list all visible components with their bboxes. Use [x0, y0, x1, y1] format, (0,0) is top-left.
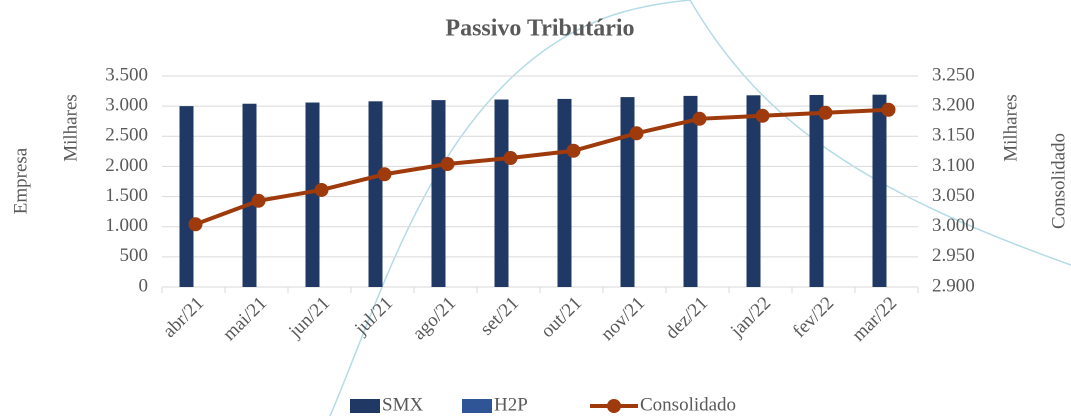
x-tick-label: ago/21	[409, 293, 460, 344]
y-tick-label: 2.000	[105, 155, 148, 176]
legend-swatch	[350, 399, 380, 413]
marker	[818, 105, 833, 120]
x-tick-label: nov/21	[597, 293, 649, 345]
marker	[566, 143, 581, 158]
decor-curve	[329, 0, 691, 416]
bar	[494, 99, 509, 287]
bar	[242, 103, 257, 287]
bar	[620, 97, 635, 287]
legend-marker	[607, 399, 621, 413]
marker	[251, 193, 266, 208]
bar	[368, 101, 383, 287]
bar	[179, 106, 194, 288]
x-tick-label: out/21	[537, 293, 586, 342]
marker	[377, 167, 392, 182]
y-tick-label: 3.500	[105, 64, 148, 85]
y2-tick-label: 3.250	[932, 64, 975, 85]
y2-tick-label: 3.150	[932, 125, 975, 146]
legend-label: H2P	[494, 394, 528, 415]
y-tick-label: 0	[139, 275, 149, 296]
y2-tick-label: 3.050	[932, 185, 975, 206]
marker	[188, 217, 203, 232]
y2-tick-label: 2.950	[932, 245, 975, 266]
bar	[809, 94, 824, 288]
marker	[755, 108, 770, 123]
bar	[746, 95, 761, 287]
y-axis-title: Empresa	[10, 147, 31, 214]
marker	[881, 102, 896, 117]
y-tick-label: 1.500	[105, 185, 148, 206]
line	[194, 107, 889, 227]
legend-label: SMX	[382, 394, 423, 415]
x-tick-label: jul/21	[350, 293, 397, 340]
x-tick-label: mai/21	[219, 293, 271, 345]
bar	[683, 95, 698, 287]
legend-swatch	[462, 399, 492, 413]
y2-tick-label: 3.200	[932, 95, 975, 116]
marker	[314, 182, 329, 197]
marker	[440, 157, 455, 172]
x-tick-label: mar/22	[848, 293, 901, 346]
legend-label: Consolidado	[640, 394, 736, 415]
x-tick-label: jun/21	[284, 293, 334, 343]
marker	[503, 150, 518, 165]
x-tick-label: fev/22	[789, 293, 838, 342]
y2-axis-unit: Milhares	[1000, 94, 1021, 162]
bar	[557, 98, 572, 287]
y-tick-label: 1.000	[105, 215, 148, 236]
marker	[629, 126, 644, 141]
x-tick-label: jan/22	[726, 293, 775, 342]
y-axis-unit: Milhares	[60, 94, 81, 162]
x-tick-label: dez/21	[661, 293, 712, 344]
y2-tick-label: 3.000	[932, 215, 975, 236]
bar	[872, 94, 887, 287]
decor-curve	[689, 0, 1071, 266]
marker	[692, 111, 707, 126]
y2-axis-title: Consolidado	[1048, 133, 1069, 229]
y-tick-label: 500	[120, 245, 149, 266]
y-tick-label: 3.000	[105, 95, 148, 116]
y2-tick-label: 3.100	[932, 155, 975, 176]
bar	[305, 102, 320, 287]
x-tick-label: set/21	[476, 293, 523, 340]
y-tick-label: 2.500	[105, 125, 148, 146]
bar	[431, 100, 446, 287]
y2-tick-label: 2.900	[932, 275, 975, 296]
x-tick-label: abr/21	[159, 293, 208, 342]
chart-title: Passivo Tributário	[445, 16, 634, 42]
